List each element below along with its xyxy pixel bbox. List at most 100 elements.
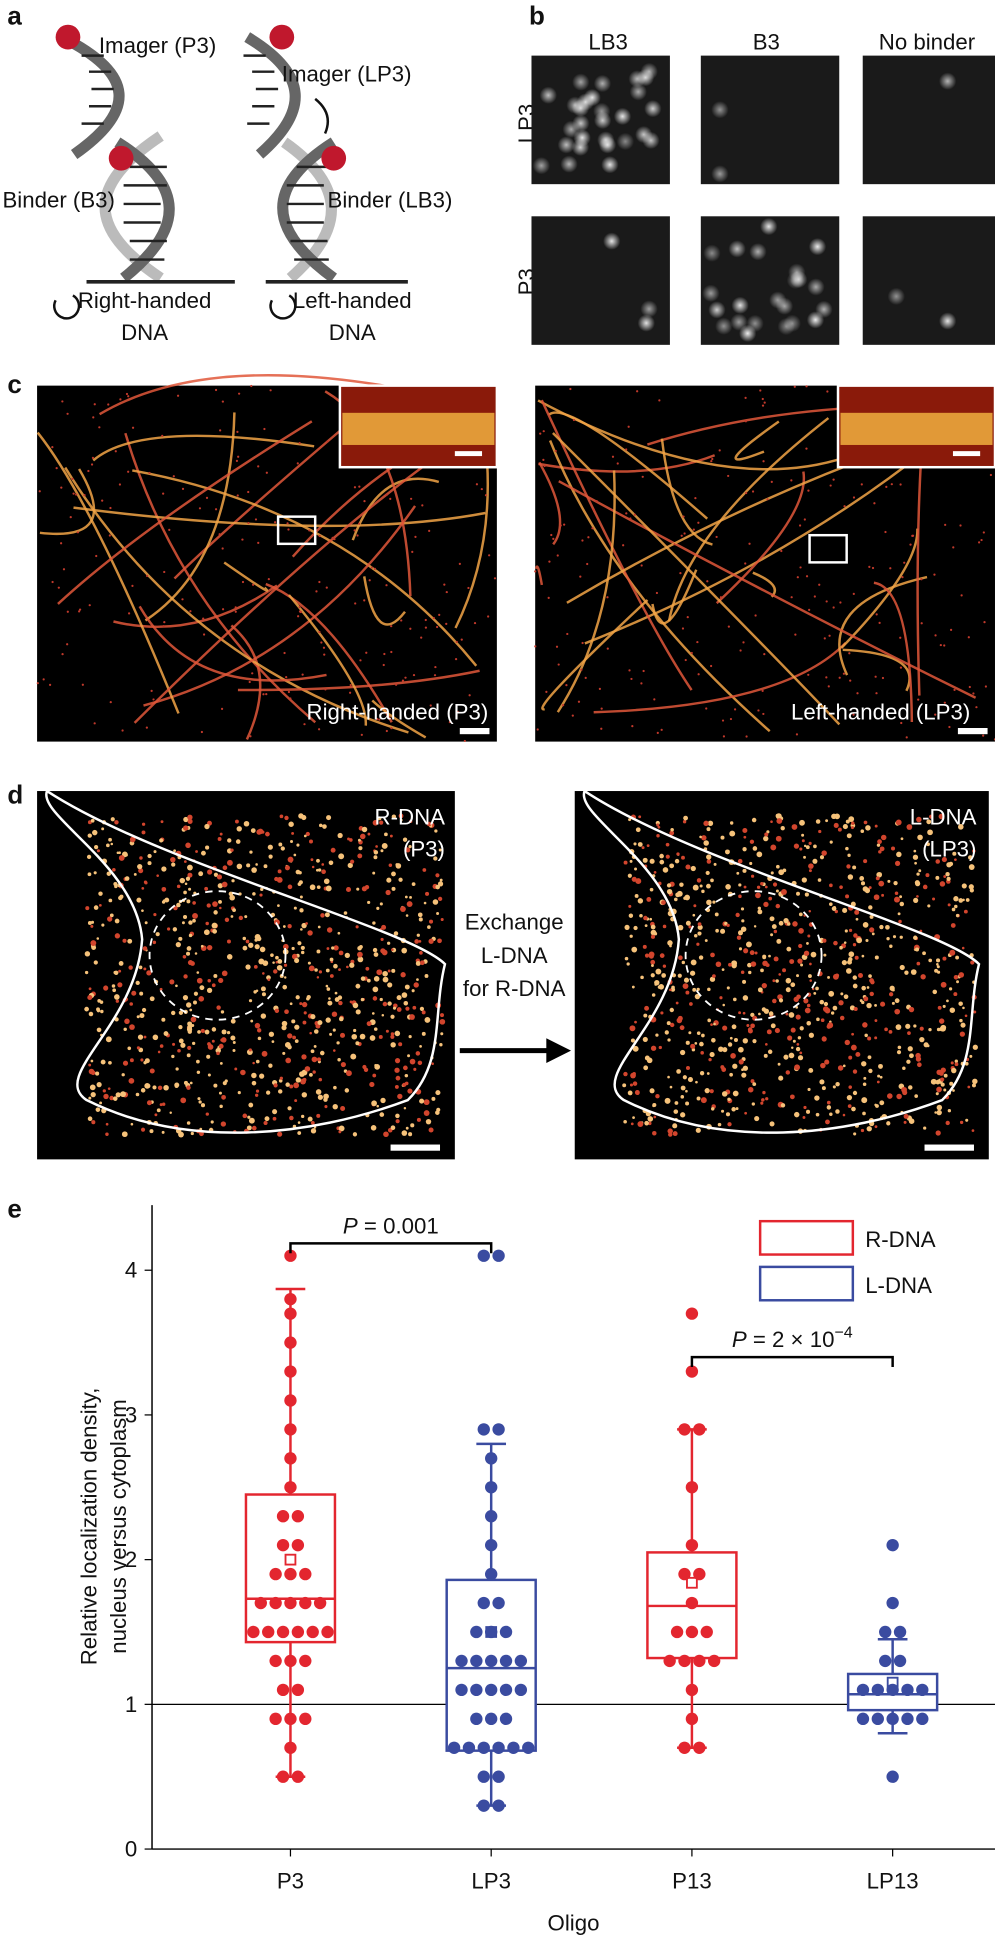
localization	[877, 839, 882, 845]
data-point	[284, 1394, 297, 1407]
localization	[156, 874, 159, 877]
localization	[885, 925, 890, 930]
localization	[316, 885, 321, 890]
localization	[792, 1039, 796, 1043]
localization	[142, 946, 148, 951]
localization	[230, 915, 234, 918]
speck	[145, 574, 149, 578]
localization	[415, 1051, 421, 1056]
localization	[256, 936, 262, 942]
localization	[874, 1003, 877, 1007]
localization	[649, 858, 655, 864]
localization	[184, 882, 188, 886]
localization	[242, 945, 248, 951]
speck	[547, 596, 550, 600]
speck	[939, 643, 942, 647]
localization	[369, 1035, 376, 1041]
localization	[361, 886, 367, 892]
localization	[771, 1024, 775, 1028]
localization	[695, 1127, 701, 1133]
localization	[349, 962, 355, 968]
localization	[378, 1035, 383, 1039]
localization	[374, 1063, 377, 1067]
localization	[324, 1105, 328, 1109]
localization	[806, 1020, 812, 1026]
localization	[922, 951, 926, 956]
speck	[832, 606, 835, 609]
localization	[670, 987, 676, 992]
localization	[772, 882, 778, 887]
localization	[207, 979, 211, 983]
localization	[953, 896, 959, 902]
localization	[766, 830, 770, 834]
localization	[157, 1085, 163, 1091]
label: Binder (LB3)	[328, 188, 453, 213]
localization	[174, 1082, 180, 1088]
localization	[338, 1016, 344, 1022]
localization	[289, 1002, 293, 1006]
localization	[254, 1022, 261, 1029]
localization	[754, 1115, 760, 1122]
localization	[927, 829, 933, 836]
localization	[285, 1082, 290, 1087]
localization	[683, 977, 690, 983]
localization	[171, 1054, 175, 1059]
localization	[307, 961, 311, 965]
speck	[348, 691, 352, 694]
speck	[571, 714, 574, 717]
speck	[389, 497, 392, 501]
localization	[295, 1077, 301, 1083]
localization	[407, 1054, 411, 1058]
localization	[282, 984, 288, 990]
localization	[147, 853, 152, 859]
localization	[741, 1072, 747, 1078]
speck	[448, 720, 452, 724]
localization	[248, 1117, 255, 1124]
speck	[706, 580, 709, 583]
p-symbol: P	[343, 1214, 358, 1239]
localization	[325, 984, 329, 988]
localization	[677, 973, 682, 978]
localization	[139, 1013, 145, 1019]
speck	[412, 673, 416, 677]
localization	[874, 1036, 878, 1040]
speck	[972, 692, 975, 695]
localization	[790, 1027, 796, 1033]
localization	[634, 1090, 640, 1095]
localization	[842, 824, 848, 830]
localization	[852, 983, 858, 989]
localization	[693, 904, 697, 908]
localization	[676, 1069, 681, 1074]
speck	[780, 549, 783, 553]
localization	[778, 1075, 784, 1081]
data-point	[700, 1625, 713, 1639]
localization	[776, 938, 782, 944]
localization	[284, 1009, 289, 1015]
localization	[851, 1032, 855, 1036]
localization	[972, 1078, 978, 1085]
localization	[197, 1030, 201, 1034]
localization	[331, 1011, 338, 1017]
localization	[340, 1061, 346, 1068]
localization	[825, 1119, 830, 1125]
speck	[370, 707, 373, 710]
localization	[406, 901, 413, 908]
localization	[276, 964, 283, 971]
localization	[319, 1050, 325, 1056]
localization	[728, 962, 732, 967]
data-point	[485, 1567, 498, 1581]
data-point	[707, 1654, 721, 1668]
localization	[289, 1084, 294, 1089]
localization	[112, 988, 117, 993]
localization	[408, 1035, 412, 1039]
localization	[187, 864, 193, 871]
localization	[708, 1057, 712, 1062]
localization	[186, 1002, 192, 1008]
localization	[367, 832, 371, 836]
speck	[739, 649, 742, 652]
localization	[934, 1111, 937, 1114]
speck	[107, 403, 110, 406]
filament	[842, 648, 911, 692]
localization	[93, 871, 97, 875]
filament	[734, 420, 780, 461]
